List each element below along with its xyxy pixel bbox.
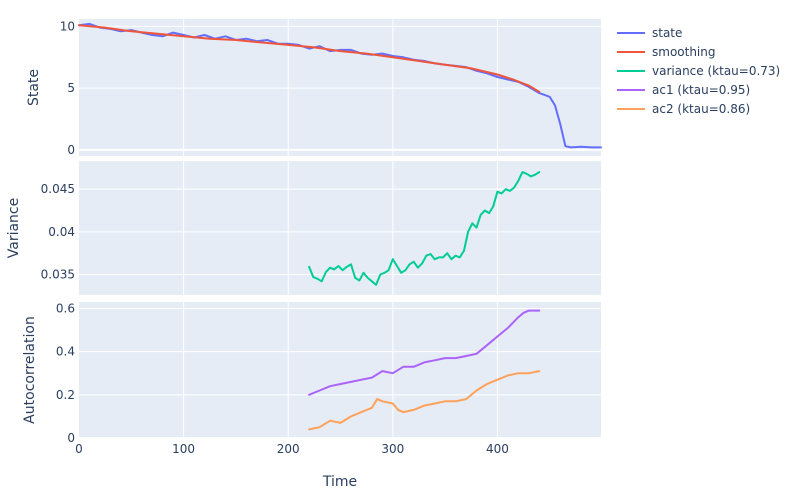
y-tick-label-state: 5 [67, 81, 75, 95]
y-axis-title-variance: Variance [6, 198, 22, 258]
series-line-ac1 [308, 309, 541, 396]
plot-background-autocorrelation [79, 302, 601, 438]
y-axis-title-state: State [26, 69, 42, 106]
y-tick-label-autocorrelation: 0.4 [56, 345, 75, 359]
x-tick-label: 100 [172, 442, 195, 456]
x-axis-title: Time [322, 474, 357, 490]
legend-label-variance: variance (ktau=0.73) [652, 64, 780, 78]
y-axis-title-autocorrelation: Autocorrelation [22, 316, 38, 424]
series-line-ac2 [308, 370, 541, 431]
x-tick-label: 0 [75, 442, 83, 456]
y-tick-label-state: 0 [67, 143, 75, 157]
series-line-state [78, 22, 602, 149]
legend-label-ac1: ac1 (ktau=0.95) [652, 83, 750, 97]
plot-background-variance [79, 161, 601, 295]
x-tick-label: 400 [486, 442, 509, 456]
legend-label-state: state [652, 26, 682, 40]
y-tick-label-variance: 0.035 [41, 268, 75, 282]
plot-background-state [79, 19, 601, 156]
y-tick-label-state: 10 [60, 19, 75, 33]
y-tick-label-autocorrelation: 0 [67, 431, 75, 445]
y-tick-label-variance: 0.04 [48, 225, 75, 239]
x-tick-label: 200 [277, 442, 300, 456]
y-tick-label-autocorrelation: 0.6 [56, 301, 75, 315]
series-line-smoothing [78, 24, 541, 93]
x-tick-label: 300 [381, 442, 404, 456]
y-tick-label-variance: 0.045 [41, 182, 75, 196]
legend-label-smoothing: smoothing [652, 45, 716, 59]
series-line-variance [308, 171, 541, 286]
legend-label-ac2: ac2 (ktau=0.86) [652, 102, 750, 116]
y-tick-label-autocorrelation: 0.2 [56, 388, 75, 402]
